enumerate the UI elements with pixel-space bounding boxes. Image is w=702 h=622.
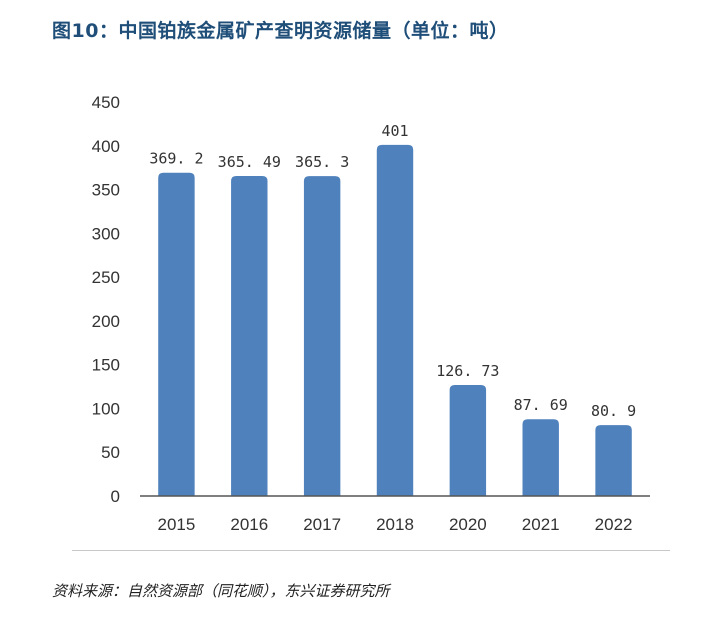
data-label: 365. 3 — [295, 153, 349, 171]
y-axis: 0 50 100 150 200 250 300 350 400 450 — [92, 93, 120, 506]
data-label: 365. 49 — [218, 153, 281, 171]
data-label: 126. 73 — [436, 362, 499, 380]
bar — [231, 175, 268, 496]
x-tick-label: 2017 — [303, 515, 341, 534]
data-label: 80. 9 — [591, 402, 636, 420]
divider-line — [72, 550, 670, 551]
y-tick-label: 100 — [92, 399, 120, 418]
y-tick-label: 300 — [92, 224, 120, 243]
x-tick-label: 2022 — [595, 515, 633, 534]
y-tick-label: 400 — [92, 137, 120, 156]
y-tick-label: 150 — [92, 356, 120, 375]
x-axis: 2015 2016 2017 2018 2020 2021 2022 — [140, 495, 650, 534]
x-tick-label: 2020 — [449, 515, 487, 534]
data-labels: 369. 2 365. 49 365. 3 401 126. 73 87. 69 80. 9 — [149, 122, 636, 420]
data-label: 401 — [381, 122, 408, 140]
x-tick-label: 2018 — [376, 515, 414, 534]
bar — [303, 176, 341, 497]
y-tick-label: 50 — [101, 443, 120, 462]
bar — [449, 385, 487, 496]
bar — [158, 172, 195, 497]
chart-title: 图10：中国铂族金属矿产查明资源储量（单位：吨） — [52, 20, 509, 42]
data-label: 87. 69 — [514, 396, 568, 414]
x-tick-label: 2015 — [158, 515, 196, 534]
y-tick-label: 200 — [92, 312, 120, 331]
x-tick-label: 2016 — [230, 515, 268, 534]
bar-series — [158, 144, 632, 497]
data-label: 369. 2 — [149, 150, 203, 168]
source-note: 资料来源：自然资源部（同花顺），东兴证券研究所 — [52, 582, 390, 600]
y-tick-label: 350 — [92, 181, 120, 200]
bar — [522, 419, 559, 496]
bar — [376, 144, 414, 496]
y-tick-label: 450 — [92, 93, 120, 112]
bar — [595, 425, 632, 496]
y-tick-label: 0 — [111, 487, 120, 506]
y-tick-label: 250 — [92, 268, 120, 287]
x-tick-label: 2021 — [522, 515, 560, 534]
